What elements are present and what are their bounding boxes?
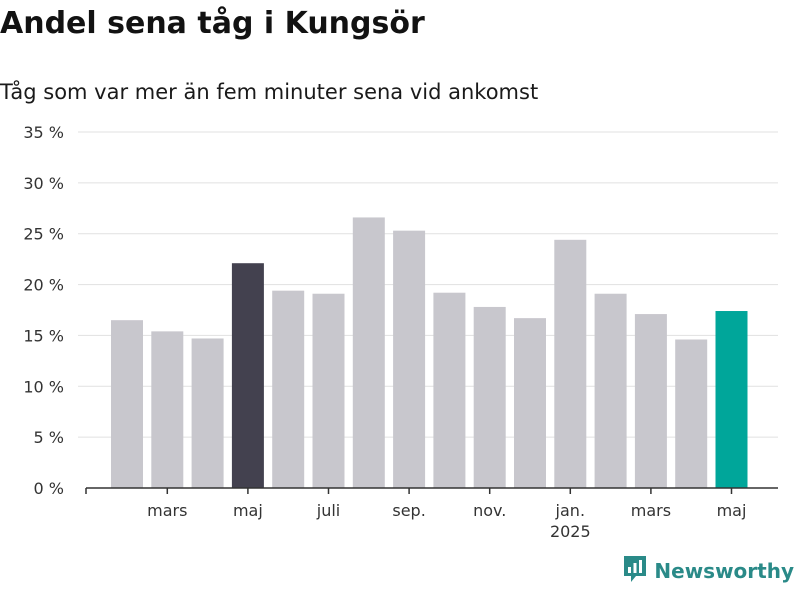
y-tick-label: 25 %	[23, 225, 64, 244]
x-axis	[85, 487, 778, 494]
bar	[473, 306, 506, 488]
logo-text: Newsworthy	[654, 559, 794, 583]
x-tick-label: maj	[717, 501, 747, 520]
x-tick-label: juli	[316, 501, 340, 520]
bar	[675, 339, 708, 488]
bars	[111, 217, 748, 489]
x-tick-label: sep.	[392, 501, 425, 520]
bar	[111, 320, 143, 488]
bar	[594, 293, 627, 488]
y-tick-label: 30 %	[23, 174, 64, 193]
y-tick-label: 20 %	[23, 276, 64, 295]
chart-subtitle: Tåg som var mer än fem minuter sena vid …	[0, 80, 539, 104]
bar	[231, 263, 264, 488]
newsworthy-logo: Newsworthy	[622, 554, 794, 588]
tick-labels: 0 % 5 % 10 % 15 % 20 % 25 % 30 % 35 % mars maj jul…	[23, 123, 746, 541]
x-tick-label: nov.	[473, 501, 506, 520]
bar	[433, 292, 466, 488]
x-tick-label: mars	[147, 501, 187, 520]
x-tick-label: mars	[631, 501, 671, 520]
bar	[191, 338, 224, 488]
bar	[715, 311, 748, 488]
bar	[352, 217, 385, 488]
bar	[634, 314, 667, 488]
x-tick-year-label: 2025	[550, 522, 591, 541]
x-tick-label: jan.	[555, 501, 585, 520]
bar	[151, 331, 184, 488]
bar	[272, 290, 305, 488]
bar	[514, 318, 546, 488]
y-tick-label: 0 %	[34, 479, 64, 498]
bar-chart-icon	[622, 554, 648, 588]
x-tick-label: maj	[233, 501, 263, 520]
y-tick-label: 15 %	[23, 326, 64, 345]
bar	[312, 293, 345, 488]
bar	[393, 230, 426, 489]
bar	[554, 239, 587, 488]
y-tick-label: 5 %	[34, 428, 64, 447]
y-tick-label: 10 %	[23, 377, 64, 396]
chart-title: Andel sena tåg i Kungsör	[0, 6, 425, 41]
y-tick-label: 35 %	[23, 123, 64, 142]
